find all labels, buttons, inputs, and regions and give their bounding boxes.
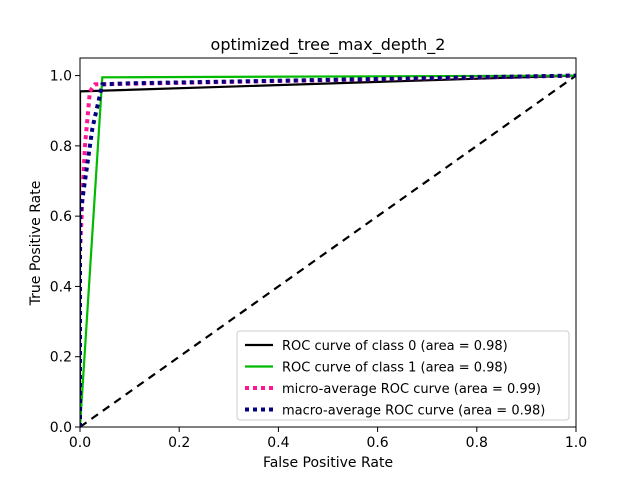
legend: ROC curve of class 0 (area = 0.98) ROC cu… bbox=[236, 330, 570, 421]
y-axis: 0.0 0.2 0.4 0.6 0.8 1.0 bbox=[50, 69, 80, 436]
legend-item-macro-average: macro-average ROC curve (area = 0.98) bbox=[245, 404, 545, 419]
y-tick-label: 0.8 bbox=[50, 139, 72, 155]
legend-item-class-0: ROC curve of class 0 (area = 0.98) bbox=[245, 339, 508, 354]
y-tick-label: 0.4 bbox=[50, 279, 72, 295]
chart-title: optimized_tree_max_depth_2 bbox=[211, 35, 446, 55]
roc-class-1-line bbox=[80, 74, 576, 428]
legend-box bbox=[236, 330, 570, 421]
x-tick-label: 0.2 bbox=[168, 435, 190, 451]
x-axis-title: False Positive Rate bbox=[263, 455, 393, 471]
plot-area bbox=[80, 73, 576, 428]
chance-diagonal-line bbox=[80, 74, 576, 428]
x-axis: 0.0 0.2 0.4 0.6 0.8 1.0 bbox=[69, 427, 587, 451]
legend-label: ROC curve of class 1 (area = 0.98) bbox=[282, 361, 508, 376]
y-tick-label: 0.0 bbox=[50, 420, 72, 436]
legend-label: macro-average ROC curve (area = 0.98) bbox=[282, 404, 545, 419]
x-tick-label: 0.4 bbox=[267, 435, 289, 451]
y-tick-label: 0.6 bbox=[50, 209, 72, 225]
axes-frame bbox=[79, 57, 577, 428]
y-tick-label: 0.2 bbox=[50, 350, 72, 366]
x-tick-label: 0.0 bbox=[69, 435, 91, 451]
macro-average-roc-line bbox=[80, 73, 576, 427]
x-tick-label: 0.6 bbox=[366, 435, 388, 451]
x-tick-label: 0.8 bbox=[466, 435, 488, 451]
x-tick-label: 1.0 bbox=[565, 435, 587, 451]
legend-item-micro-average: micro-average ROC curve (area = 0.99) bbox=[245, 382, 541, 397]
roc-class-0-line bbox=[80, 74, 576, 427]
y-tick-label: 1.0 bbox=[50, 69, 72, 85]
legend-item-class-1: ROC curve of class 1 (area = 0.98) bbox=[245, 361, 508, 376]
legend-label: micro-average ROC curve (area = 0.99) bbox=[282, 382, 541, 397]
legend-label: ROC curve of class 0 (area = 0.98) bbox=[282, 339, 508, 354]
y-axis-title: True Positive Rate bbox=[28, 181, 44, 307]
